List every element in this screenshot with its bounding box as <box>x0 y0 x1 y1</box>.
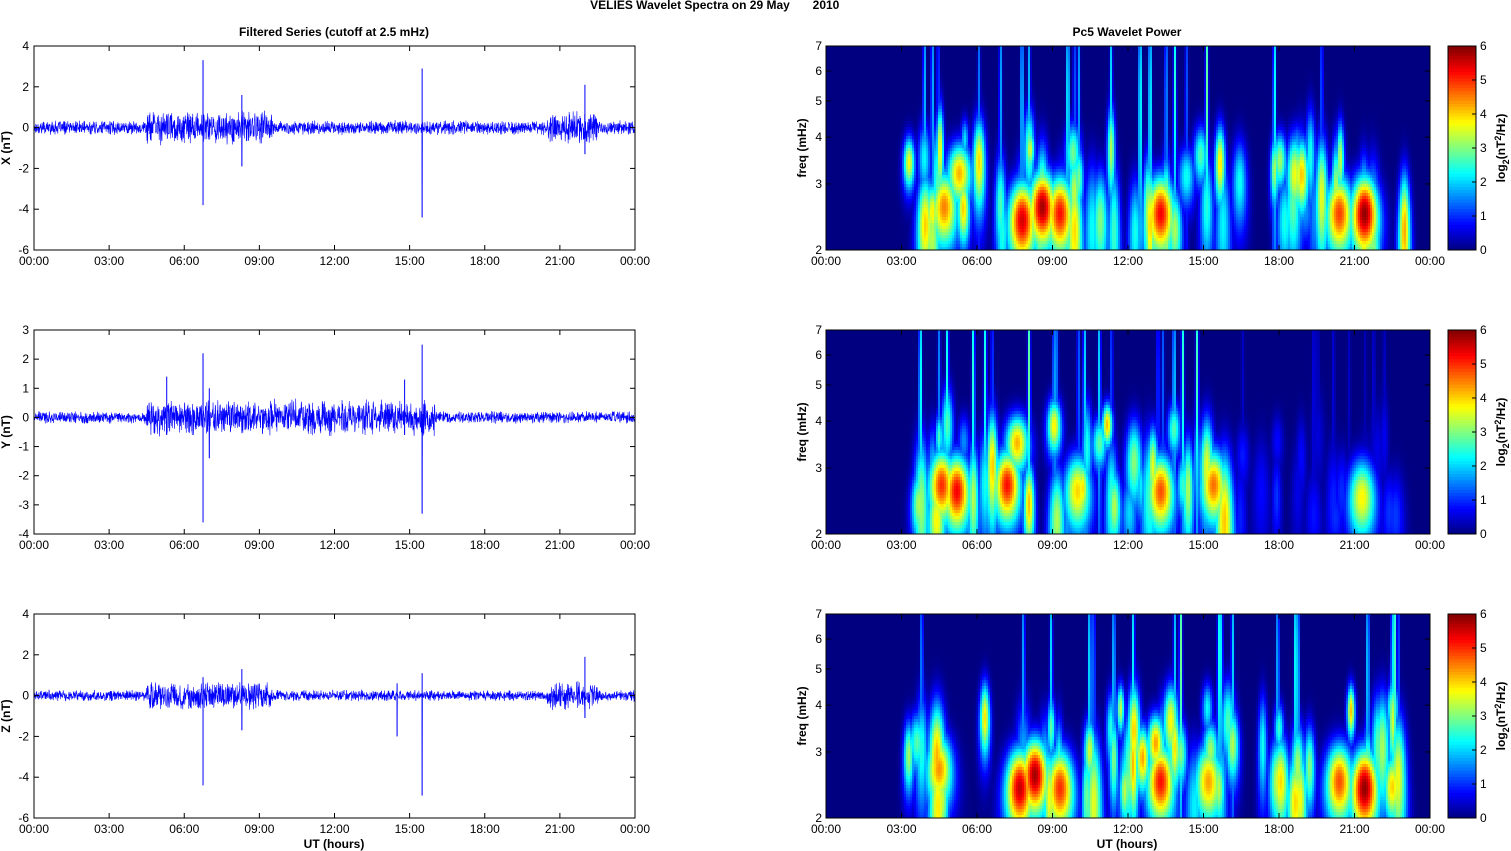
series-z-xtick-label: 15:00 <box>395 822 425 836</box>
series-y-xtick-label: 12:00 <box>319 538 349 552</box>
series-y-ylabel: Y (nT) <box>0 415 13 449</box>
series-y-xtick-label: 06:00 <box>169 538 199 552</box>
x-axis-title-right: UT (hours) <box>1097 837 1158 851</box>
series-x-xtick-label: 18:00 <box>470 254 500 268</box>
series-z-ytick-label: 0 <box>22 689 29 703</box>
series-y-ytick-label: 3 <box>22 323 29 337</box>
series-z-xtick-label: 18:00 <box>470 822 500 836</box>
series-x-xtick-label: 06:00 <box>169 254 199 268</box>
series-x-ytick-label: -2 <box>18 161 29 175</box>
series-x-ytick-label: 2 <box>22 80 29 94</box>
series-x-xtick-label: 00:00 <box>620 254 650 268</box>
series-x-xtick-label: 03:00 <box>94 254 124 268</box>
figure-year: 2010 <box>813 0 840 12</box>
series-z-ylabel: Z (nT) <box>0 699 13 732</box>
series-y-xtick-label: 21:00 <box>545 538 575 552</box>
series-z-xtick-label: 21:00 <box>545 822 575 836</box>
series-z-xtick-label: 00:00 <box>620 822 650 836</box>
series-z-xtick-label: 06:00 <box>169 822 199 836</box>
series-x-ylabel: X (nT) <box>0 131 13 165</box>
wavelet-x-heatmap <box>826 46 1430 250</box>
series-z-xtick-label: 12:00 <box>319 822 349 836</box>
series-y-ytick-label: -2 <box>18 469 29 483</box>
series-y-xtick-label: 09:00 <box>244 538 274 552</box>
series-y-xtick-label: 00:00 <box>620 538 650 552</box>
series-x-ytick-label: -4 <box>18 202 29 216</box>
series-z-xtick-label: 09:00 <box>244 822 274 836</box>
series-z-ytick-label: -4 <box>18 770 29 784</box>
series-y-ytick-label: 2 <box>22 352 29 366</box>
series-z-ytick-label: 2 <box>22 648 29 662</box>
series-x-ytick-label: 4 <box>22 39 29 53</box>
series-y-xtick-label: 18:00 <box>470 538 500 552</box>
series-x-xtick-label: 15:00 <box>395 254 425 268</box>
left-column-title: Filtered Series (cutoff at 2.5 mHz) <box>239 25 429 39</box>
series-z-xtick-label: 00:00 <box>19 822 49 836</box>
series-y-xtick-label: 03:00 <box>94 538 124 552</box>
series-y-ytick-label: 1 <box>22 381 29 395</box>
series-x-xtick-label: 00:00 <box>19 254 49 268</box>
series-x-xtick-label: 21:00 <box>545 254 575 268</box>
series-y-ytick-label: 0 <box>22 410 29 424</box>
figure-title: VELIES Wavelet Spectra on 29 May <box>590 0 790 12</box>
right-column-title: Pc5 Wavelet Power <box>1073 25 1182 39</box>
series-x-ytick-label: 0 <box>22 121 29 135</box>
series-y-xtick-label: 00:00 <box>19 538 49 552</box>
series-y-xtick-label: 15:00 <box>395 538 425 552</box>
series-z-xtick-label: 03:00 <box>94 822 124 836</box>
series-y-ytick-label: -1 <box>18 440 29 454</box>
series-x-panel-bg <box>34 46 635 250</box>
series-x-xtick-label: 12:00 <box>319 254 349 268</box>
series-z-ytick-label: -2 <box>18 729 29 743</box>
series-y-ytick-label: -3 <box>18 498 29 512</box>
series-x-xtick-label: 09:00 <box>244 254 274 268</box>
x-axis-title-left: UT (hours) <box>304 837 365 851</box>
series-z-ytick-label: 4 <box>22 607 29 621</box>
series-z-panel-bg <box>34 614 635 818</box>
